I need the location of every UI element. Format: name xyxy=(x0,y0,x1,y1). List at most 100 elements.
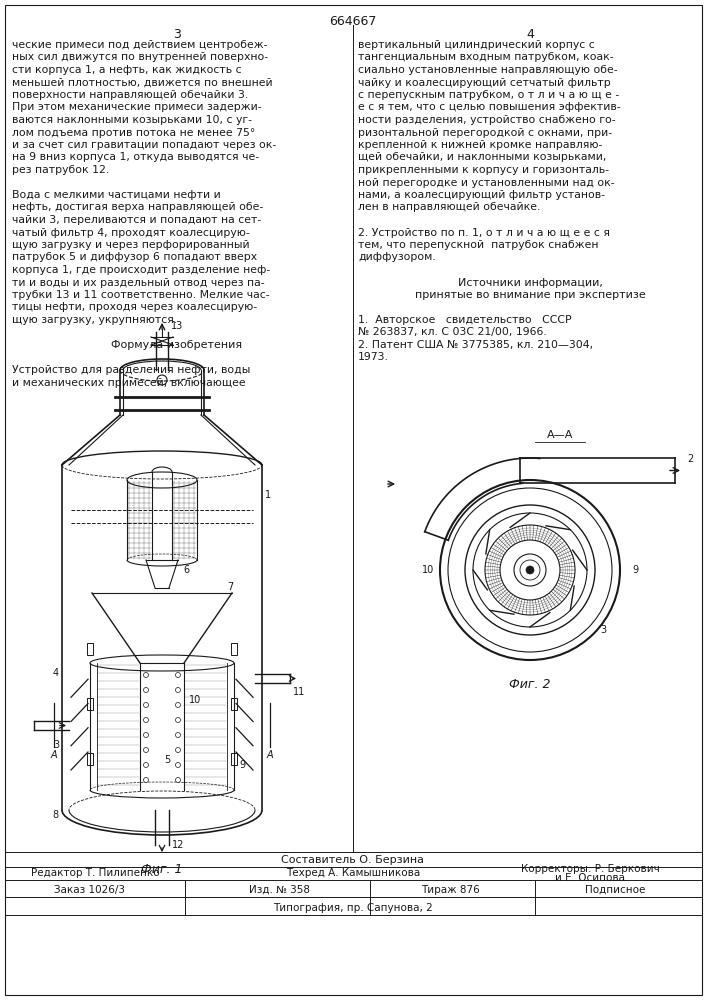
Text: Типография, пр. Сапунова, 2: Типография, пр. Сапунова, 2 xyxy=(273,903,433,913)
Circle shape xyxy=(175,688,180,692)
Text: Вода с мелкими частицами нефти и: Вода с мелкими частицами нефти и xyxy=(12,190,221,200)
Text: A—A: A—A xyxy=(547,430,573,440)
Text: 10: 10 xyxy=(422,565,434,575)
Text: ти и воды и их раздельный отвод через па-: ти и воды и их раздельный отвод через па… xyxy=(12,277,264,288)
Text: чайку и коалесцирующий сетчатый фильтр: чайку и коалесцирующий сетчатый фильтр xyxy=(358,78,611,88)
Text: № 263837, кл. С 03С 21/00, 1966.: № 263837, кл. С 03С 21/00, 1966. xyxy=(358,328,547,338)
Text: сиально установленные направляющую обе-: сиально установленные направляющую обе- xyxy=(358,65,618,75)
Circle shape xyxy=(144,672,148,678)
Circle shape xyxy=(175,718,180,722)
Text: Корректоры: Р. Беркович: Корректоры: Р. Беркович xyxy=(520,864,660,874)
Text: Фиг. 1: Фиг. 1 xyxy=(141,863,182,876)
Text: лен в направляющей обечайке.: лен в направляющей обечайке. xyxy=(358,202,540,213)
Text: с перепускным патрубком, о т л и ч а ю щ е -: с перепускным патрубком, о т л и ч а ю щ… xyxy=(358,90,619,100)
Text: прикрепленными к корпусу и горизонталь-: прикрепленными к корпусу и горизонталь- xyxy=(358,165,609,175)
Bar xyxy=(231,753,237,765)
Text: 1973.: 1973. xyxy=(358,353,389,362)
Text: на 9 вниз корпуса 1, откуда выводятся че-: на 9 вниз корпуса 1, откуда выводятся че… xyxy=(12,152,259,162)
Text: 13: 13 xyxy=(171,321,183,331)
Circle shape xyxy=(175,762,180,768)
Text: Заказ 1026/3: Заказ 1026/3 xyxy=(54,885,126,895)
Text: Редактор Т. Пилипенко: Редактор Т. Пилипенко xyxy=(30,868,159,878)
Circle shape xyxy=(175,748,180,752)
Circle shape xyxy=(144,732,148,738)
Text: вертикальный цилиндрический корпус с: вертикальный цилиндрический корпус с xyxy=(358,40,595,50)
Text: Тираж 876: Тираж 876 xyxy=(421,885,479,895)
Text: При этом механические примеси задержи-: При этом механические примеси задержи- xyxy=(12,103,262,112)
Text: трубки 13 и 11 соответственно. Мелкие час-: трубки 13 и 11 соответственно. Мелкие ча… xyxy=(12,290,269,300)
Text: ваются наклонными козырьками 10, с уг-: ваются наклонными козырьками 10, с уг- xyxy=(12,115,252,125)
Bar xyxy=(87,643,93,655)
Text: крепленной к нижней кромке направляю-: крепленной к нижней кромке направляю- xyxy=(358,140,602,150)
Text: 12: 12 xyxy=(172,840,185,850)
Text: лом подъема против потока не менее 75°: лом подъема против потока не менее 75° xyxy=(12,127,255,137)
Text: и Е. Осипова: и Е. Осипова xyxy=(555,873,625,883)
Text: A: A xyxy=(267,750,274,760)
Text: 1.  Авторское   свидетельство   СССР: 1. Авторское свидетельство СССР xyxy=(358,315,572,325)
Text: патрубок 5 и диффузор 6 попадают вверх: патрубок 5 и диффузор 6 попадают вверх xyxy=(12,252,257,262)
Text: 4: 4 xyxy=(53,668,59,678)
Circle shape xyxy=(175,702,180,708)
Text: тицы нефти, проходя через коалесцирую-: тицы нефти, проходя через коалесцирую- xyxy=(12,302,257,312)
Text: 5: 5 xyxy=(164,755,170,765)
Text: ности разделения, устройство снабжено го-: ности разделения, устройство снабжено го… xyxy=(358,115,616,125)
Text: и за счет сил гравитации попадают через ок-: и за счет сил гравитации попадают через … xyxy=(12,140,276,150)
Text: сти корпуса 1, а нефть, как жидкость с: сти корпуса 1, а нефть, как жидкость с xyxy=(12,65,242,75)
Circle shape xyxy=(175,672,180,678)
Text: щую загрузку и через перфорированный: щую загрузку и через перфорированный xyxy=(12,240,250,250)
Text: 6: 6 xyxy=(183,565,189,575)
Bar xyxy=(87,753,93,765)
Bar xyxy=(231,698,237,710)
Bar xyxy=(87,698,93,710)
Text: 3: 3 xyxy=(53,740,59,750)
Text: диффузором.: диффузором. xyxy=(358,252,436,262)
Text: ческие примеси под действием центробеж-: ческие примеси под действием центробеж- xyxy=(12,40,267,50)
Text: 9: 9 xyxy=(239,760,245,770)
Circle shape xyxy=(144,688,148,692)
Text: Источники информации,: Источники информации, xyxy=(457,277,602,288)
Text: поверхности направляющей обечайки 3.: поверхности направляющей обечайки 3. xyxy=(12,90,248,100)
Text: 664667: 664667 xyxy=(329,15,377,28)
Text: A: A xyxy=(51,750,57,760)
Bar xyxy=(231,643,237,655)
Text: рез патрубок 12.: рез патрубок 12. xyxy=(12,165,110,175)
Text: ной перегородке и установленными над ок-: ной перегородке и установленными над ок- xyxy=(358,178,614,188)
Text: меньшей плотностью, движется по внешней: меньшей плотностью, движется по внешней xyxy=(12,78,273,88)
Text: тем, что перепускной  патрубок снабжен: тем, что перепускной патрубок снабжен xyxy=(358,240,599,250)
Circle shape xyxy=(144,762,148,768)
Text: Устройство для разделения нефти, воды: Устройство для разделения нефти, воды xyxy=(12,365,250,375)
Text: 1: 1 xyxy=(265,490,271,500)
Text: корпуса 1, где происходит разделение неф-: корпуса 1, где происходит разделение неф… xyxy=(12,265,270,275)
Text: Формула изобретения: Формула изобретения xyxy=(112,340,243,350)
Text: 11: 11 xyxy=(293,687,305,697)
Text: Подписное: Подписное xyxy=(585,885,645,895)
Circle shape xyxy=(144,748,148,752)
Text: Составитель О. Берзина: Составитель О. Берзина xyxy=(281,855,424,865)
Text: Техред А. Камышникова: Техред А. Камышникова xyxy=(286,868,420,878)
Text: 2. Устройство по п. 1, о т л и ч а ю щ е е с я: 2. Устройство по п. 1, о т л и ч а ю щ е… xyxy=(358,228,610,237)
Text: чатый фильтр 4, проходят коалесцирую-: чатый фильтр 4, проходят коалесцирую- xyxy=(12,228,250,237)
Circle shape xyxy=(175,778,180,782)
Circle shape xyxy=(144,718,148,722)
Circle shape xyxy=(526,566,534,574)
Text: Изд. № 358: Изд. № 358 xyxy=(250,885,310,895)
Text: 7: 7 xyxy=(227,582,233,592)
Text: 3: 3 xyxy=(600,625,606,635)
Text: и механических примесей, включающее: и механических примесей, включающее xyxy=(12,377,245,387)
Text: 2: 2 xyxy=(687,454,693,464)
Circle shape xyxy=(144,702,148,708)
Text: 4: 4 xyxy=(526,28,534,41)
Text: 9: 9 xyxy=(632,565,638,575)
Text: принятые во внимание при экспертизе: принятые во внимание при экспертизе xyxy=(414,290,645,300)
Text: е с я тем, что с целью повышения эффектив-: е с я тем, что с целью повышения эффекти… xyxy=(358,103,621,112)
Text: 2. Патент США № 3775385, кл. 210—304,: 2. Патент США № 3775385, кл. 210—304, xyxy=(358,340,593,350)
Text: 3: 3 xyxy=(173,28,181,41)
Circle shape xyxy=(175,732,180,738)
Text: тангенциальным входным патрубком, коак-: тангенциальным входным патрубком, коак- xyxy=(358,52,614,62)
Text: ных сил движутся по внутренней поверхно-: ных сил движутся по внутренней поверхно- xyxy=(12,52,268,62)
Text: нефть, достигая верха направляющей обе-: нефть, достигая верха направляющей обе- xyxy=(12,202,263,213)
Text: 10: 10 xyxy=(189,695,201,705)
Text: ризонтальной перегородкой с окнами, при-: ризонтальной перегородкой с окнами, при- xyxy=(358,127,612,137)
Text: 8: 8 xyxy=(53,810,59,820)
Text: Фиг. 2: Фиг. 2 xyxy=(509,678,551,691)
